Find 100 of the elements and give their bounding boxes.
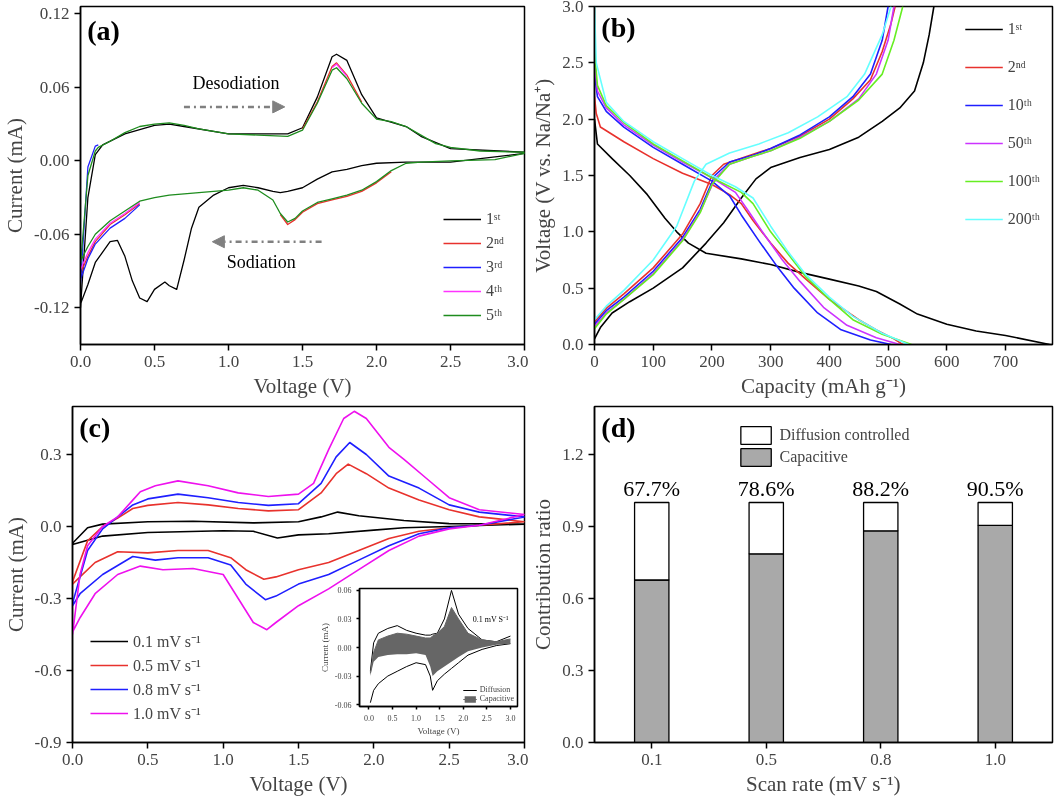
x-tick-label: 2.5	[481, 713, 492, 723]
y-tick-label: 0.00	[39, 151, 70, 171]
legend-label: 0.8 mV s⁻¹	[133, 680, 201, 700]
annotation: 90.5%	[966, 475, 1024, 501]
x-tick-label: 0.5	[143, 351, 166, 371]
x-tick-label: 2.0	[365, 351, 388, 371]
x-tick-label: 600	[934, 351, 960, 371]
y-tick-label: 1.5	[562, 166, 584, 185]
legend-label: 200ᵗʰ	[1007, 210, 1040, 228]
legend-label: 1ˢᵗ	[486, 210, 502, 228]
legend-label: 3ʳᵈ	[486, 258, 504, 276]
x-tick-label: 200	[699, 351, 725, 371]
legend-label: 4ᵗʰ	[486, 282, 504, 300]
y-tick-label: -0.12	[34, 298, 70, 318]
y-tick-label: 0.0	[40, 517, 62, 536]
x-tick-label: 0.0	[363, 713, 374, 723]
legend-label: Diffusion controlled	[779, 426, 910, 444]
annotation: Desodiation	[192, 72, 280, 93]
x-tick-label: 0.5	[755, 749, 777, 769]
annotation: 88.2%	[852, 475, 910, 501]
legend-label: 100ᵗʰ	[1007, 172, 1040, 190]
x-tick-label: 2.0	[458, 713, 469, 723]
legend-label: 2ⁿᵈ	[1007, 58, 1027, 76]
x-tick-label: 2.0	[363, 749, 385, 769]
y-tick-label: 3.0	[562, 0, 584, 16]
y-tick-label: 0.3	[40, 445, 62, 464]
legend-label: 0.5 mV s⁻¹	[133, 656, 201, 676]
y-tick-label: 0.5	[562, 278, 584, 298]
y-tick-label: 0.3	[562, 661, 584, 680]
x-tick-label: 1.0	[212, 749, 234, 769]
x-tick-label: 400	[816, 351, 843, 371]
y-axis-title: Contribution ratio	[531, 498, 556, 651]
x-tick-label: 2.5	[438, 749, 460, 769]
annotation: (b)	[601, 11, 636, 43]
x-tick-label: 0.8	[870, 749, 892, 769]
legend-label: Diffusion	[479, 685, 511, 694]
y-tick-label: 0.03	[337, 614, 352, 624]
x-tick-label: 0	[590, 351, 599, 371]
legend-label: 1ˢᵗ	[1007, 20, 1024, 38]
x-axis-title: Voltage (V)	[253, 373, 352, 398]
legend-label: 1.0 mV s⁻¹	[133, 704, 201, 724]
legend-label: Capacitive	[479, 694, 514, 703]
legend-label: 50ᵗʰ	[1007, 134, 1032, 152]
y-tick-label: -0.06	[334, 700, 352, 710]
y-tick-label: 0.12	[39, 4, 70, 24]
y-axis-title: Current (mA)	[3, 118, 28, 233]
y-tick-label: 0.06	[337, 586, 352, 596]
y-tick-label: -0.9	[34, 733, 62, 752]
annotation: (c)	[79, 411, 111, 443]
x-tick-label: 0.5	[137, 749, 159, 769]
x-tick-label: 1.5	[434, 713, 445, 723]
annotation: 78.6%	[737, 475, 795, 501]
x-tick-label: 0.5	[387, 713, 398, 723]
y-axis-title: Current (mA)	[319, 622, 330, 673]
x-tick-label: 1.0	[411, 713, 422, 723]
x-tick-label: 0.1	[641, 749, 663, 769]
x-tick-label: 0.0	[69, 351, 92, 371]
x-tick-label: 3.0	[507, 351, 529, 371]
annotation: 0.1 mV S⁻¹	[472, 614, 510, 624]
y-tick-label: 2.0	[562, 109, 584, 129]
legend-label: 10ᵗʰ	[1007, 96, 1032, 114]
y-tick-label: -0.6	[34, 661, 62, 680]
x-tick-label: 1.5	[287, 749, 310, 769]
x-tick-label: 700	[992, 351, 1019, 371]
legend-label: 5ᵗʰ	[486, 306, 504, 324]
x-tick-label: 1.0	[217, 351, 240, 371]
x-axis-title: Capacity (mAh g⁻¹)	[741, 373, 906, 398]
y-tick-label: 0.9	[562, 517, 584, 536]
x-tick-label: 1.5	[291, 351, 314, 371]
x-tick-label: 300	[757, 351, 784, 371]
y-axis-title: Current (mA)	[3, 517, 28, 632]
x-tick-label: 3.0	[507, 749, 529, 769]
legend-label: 0.1 mV s⁻¹	[133, 632, 201, 652]
y-tick-label: -0.3	[34, 589, 62, 608]
y-tick-label: 0.0	[562, 733, 584, 752]
annotation: 67.7%	[623, 475, 681, 501]
y-tick-label: -0.03	[334, 672, 352, 682]
y-tick-label: -0.06	[34, 224, 70, 244]
annotation: Sodiation	[226, 252, 296, 273]
legend-label: Capacitive	[779, 448, 848, 466]
legend-label: 2ⁿᵈ	[486, 234, 505, 252]
y-tick-label: 0.6	[562, 589, 584, 608]
y-axis-title: Voltage (V vs. Na/Na⁺)	[531, 78, 556, 273]
x-axis-title: Scan rate (mV s⁻¹)	[746, 771, 901, 796]
x-tick-label: 100	[640, 351, 666, 371]
y-tick-label: 1.2	[562, 445, 584, 464]
annotation: (d)	[601, 411, 636, 443]
x-axis-title: Voltage (V)	[249, 771, 348, 796]
y-tick-label: 0.00	[337, 643, 352, 653]
x-tick-label: 1.0	[984, 749, 1006, 769]
x-tick-label: 500	[875, 351, 901, 371]
y-tick-label: 1.0	[562, 222, 584, 242]
x-tick-label: 0.0	[61, 749, 84, 769]
x-axis-title: Voltage (V)	[417, 725, 460, 736]
y-tick-label: 0.06	[39, 77, 70, 97]
y-tick-label: 0.0	[562, 335, 584, 354]
y-tick-label: 2.5	[562, 53, 584, 73]
annotation: (a)	[87, 14, 120, 46]
x-tick-label: 3.0	[505, 713, 516, 723]
x-tick-label: 2.5	[439, 351, 462, 371]
